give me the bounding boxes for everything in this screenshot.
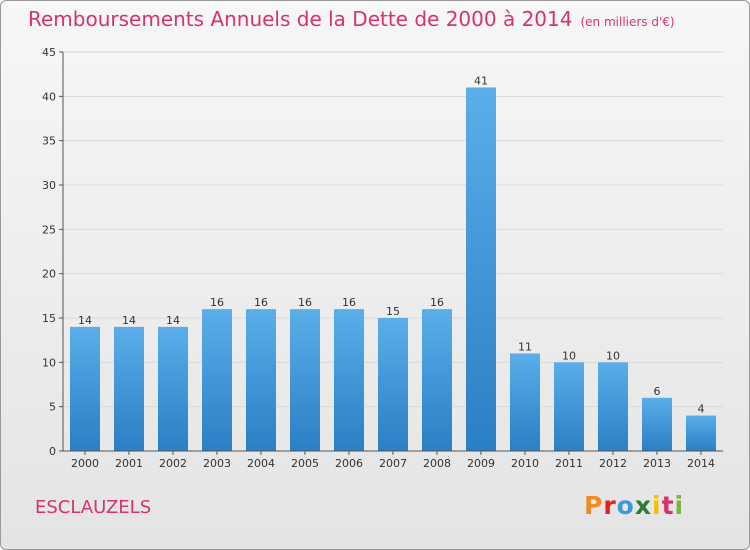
- y-tick-label: 5: [49, 401, 56, 414]
- y-tick-label: 25: [42, 223, 56, 236]
- bar: [466, 87, 496, 451]
- bar: [598, 362, 628, 451]
- logo-letter: P: [584, 491, 604, 520]
- x-tick-label: 2005: [291, 457, 319, 470]
- y-tick-label: 20: [42, 268, 56, 281]
- bar: [70, 326, 100, 451]
- data-label: 10: [562, 349, 576, 362]
- bar: [290, 309, 320, 451]
- chart-unit: (en milliers d'€): [580, 15, 675, 29]
- bar: [158, 326, 188, 451]
- data-label: 16: [430, 296, 444, 309]
- data-label: 14: [78, 314, 92, 327]
- data-label: 16: [298, 296, 312, 309]
- logo-letter: r: [603, 491, 617, 520]
- proxiti-logo[interactable]: Proxiti: [584, 491, 684, 520]
- x-tick-label: 2013: [643, 457, 671, 470]
- logo-letter: x: [634, 491, 652, 520]
- x-tick-label: 2010: [511, 457, 539, 470]
- bar: [510, 353, 540, 451]
- x-tick-label: 2007: [379, 457, 407, 470]
- logo-letter: t: [661, 491, 675, 520]
- bar: [554, 362, 584, 451]
- x-tick-label: 2011: [555, 457, 583, 470]
- bar: [686, 415, 716, 451]
- y-tick-label: 35: [42, 135, 56, 148]
- data-label: 16: [254, 296, 268, 309]
- bar: [642, 397, 672, 451]
- data-label: 6: [654, 385, 661, 398]
- bar: [114, 326, 144, 451]
- data-label: 15: [386, 305, 400, 318]
- x-tick-label: 2004: [247, 457, 275, 470]
- x-tick-label: 2009: [467, 457, 495, 470]
- x-tick-label: 2001: [115, 457, 143, 470]
- bar: [378, 318, 408, 451]
- data-label: 10: [606, 349, 620, 362]
- x-tick-label: 2014: [687, 457, 715, 470]
- axes: [59, 51, 723, 455]
- x-tick-label: 2000: [71, 457, 99, 470]
- bar: [246, 309, 276, 451]
- y-tick-label: 40: [42, 90, 56, 103]
- labels: 0 5 10 15 20 25 30 35 40 45 2000 14 2001 14 2002 14 2003…: [42, 46, 715, 470]
- bar: [334, 309, 364, 451]
- logo-letter: i: [652, 491, 662, 520]
- logo-letter: i: [674, 491, 685, 520]
- data-label: 14: [166, 314, 180, 327]
- chart-title-text: Remboursements Annuels de la Dette de 20…: [28, 7, 573, 31]
- data-label: 16: [342, 296, 356, 309]
- chart-title: Remboursements Annuels de la Dette de 20…: [28, 7, 675, 31]
- y-tick-label: 0: [49, 445, 56, 458]
- data-label: 4: [698, 403, 705, 416]
- y-tick-label: 10: [42, 356, 56, 369]
- data-label: 16: [210, 296, 224, 309]
- bar: [202, 309, 232, 451]
- logo-letter: o: [616, 491, 635, 520]
- bars: [70, 87, 716, 451]
- x-tick-label: 2012: [599, 457, 627, 470]
- commune-name: ESCLAUZELS: [35, 497, 152, 518]
- x-tick-label: 2003: [203, 457, 231, 470]
- x-tick-label: 2002: [159, 457, 187, 470]
- x-tick-label: 2006: [335, 457, 363, 470]
- data-label: 11: [518, 340, 532, 353]
- bar: [422, 309, 452, 451]
- x-tick-label: 2008: [423, 457, 451, 470]
- y-tick-label: 30: [42, 179, 56, 192]
- y-tick-label: 45: [42, 46, 56, 59]
- y-tick-label: 15: [42, 312, 56, 325]
- data-label: 14: [122, 314, 136, 327]
- data-label: 41: [474, 74, 488, 87]
